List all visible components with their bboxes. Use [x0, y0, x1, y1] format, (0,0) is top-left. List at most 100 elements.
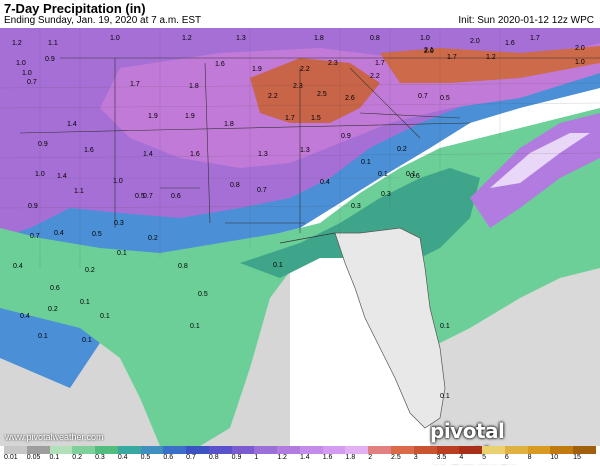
- init-time: Init: Sun 2020-01-12 12z WPC: [458, 15, 594, 26]
- legend-swatch: [95, 446, 118, 454]
- map-subtitle: Ending Sunday, Jan. 19, 2020 at 7 a.m. E…: [4, 15, 202, 26]
- precip-value-label: 1.0: [420, 35, 430, 42]
- precip-value-label: 0.6: [410, 173, 420, 180]
- precip-value-label: 1.7: [447, 54, 457, 61]
- legend-tick-label: 1: [254, 454, 259, 461]
- precip-value-label: 2.2: [370, 73, 380, 80]
- legend-swatch: [459, 446, 483, 454]
- atlantic-streak-core: [490, 133, 590, 188]
- precip-value-label: 0.3: [351, 203, 361, 210]
- precip-value-label: 0.7: [418, 93, 428, 100]
- precip-value-label: 1.0: [113, 178, 123, 185]
- precip-value-label: 1.3: [236, 35, 246, 42]
- precip-value-label: 2.3: [328, 60, 338, 67]
- precip-value-label: 1.8: [224, 121, 234, 128]
- precip-value-label: 0.9: [341, 133, 351, 140]
- florida-peninsula: [334, 227, 446, 429]
- precip-value-label: 0.9: [45, 56, 55, 63]
- precip-value-label: 1.1: [74, 188, 84, 195]
- precip-value-label: 1.7: [285, 115, 295, 122]
- precip-value-label: 1.2: [182, 35, 192, 42]
- legend-swatch: [117, 446, 141, 454]
- precip-value-label: 0.1: [406, 171, 416, 178]
- precip-value-label: 1.7: [130, 81, 140, 88]
- legend-swatch: [345, 446, 369, 454]
- legend-tick-label: 1.6: [322, 454, 333, 461]
- precip-value-label: 0.5: [92, 231, 102, 238]
- legend-swatch: [527, 446, 551, 454]
- legend-swatch: [277, 446, 300, 454]
- legend-tick-label: 2: [368, 454, 373, 461]
- header: 7-Day Precipitation (in) Ending Sunday, …: [0, 0, 600, 28]
- precip-value-label: 0.1: [80, 299, 90, 306]
- legend-swatch: [186, 446, 209, 454]
- precip-red-band: [380, 46, 600, 83]
- legend-swatch: [26, 446, 50, 454]
- precip-value-label: 1.4: [57, 173, 67, 180]
- precip-value-label: 0.4: [13, 263, 23, 270]
- legend-tick-label: 0.6: [163, 454, 174, 461]
- legend-swatch: [368, 446, 392, 454]
- precip-value-label: 2.0: [575, 45, 585, 52]
- legend-tick-label: 15: [573, 454, 581, 461]
- precip-value-label: 0.7: [27, 79, 37, 86]
- precip-value-label: 0.1: [440, 393, 450, 400]
- precip-value-label: 2.0: [424, 48, 434, 55]
- precip-value-label: 0.7: [30, 233, 40, 240]
- legend-tick-label: 1.2: [277, 454, 287, 461]
- precip-value-label: 0.6: [50, 285, 60, 292]
- precip-value-label: 0.4: [20, 313, 30, 320]
- legend-tick-label: 0.2: [72, 454, 83, 461]
- legend-swatch: [163, 446, 187, 454]
- precip-value-labels: 1.2 1.11.00.90.71.01.0 1.2 1.3 1.8 0.8 1.02.02…: [12, 35, 585, 400]
- precip-value-label: 1.6: [215, 61, 225, 68]
- precip-value-label: 1.6: [84, 147, 94, 154]
- legend-swatch: [231, 446, 255, 454]
- precip-value-label: 1.0: [35, 171, 45, 178]
- precip-value-label: 1.2: [486, 54, 496, 61]
- legend-swatch: [72, 446, 96, 454]
- legend-tick-label: 0.8: [208, 454, 219, 461]
- precip-value-label: 0.5: [198, 291, 208, 298]
- legend-swatch: [254, 446, 278, 454]
- precip-value-label: 0.7: [257, 187, 267, 194]
- precip-value-label: 1.7: [530, 35, 540, 42]
- precipitation-map: 1.2 1.1 1.0 0.9 0.7 1.0 1.0 1.2 1.3 1.8 0.8 1.0 2.0 2…: [0, 28, 600, 446]
- precip-value-label: 0.2: [148, 235, 158, 242]
- legend-tick-label: 10: [550, 454, 559, 461]
- legend-tick-label: 0.05: [26, 454, 41, 461]
- precip-value-label: 0.1: [38, 333, 48, 340]
- legend-tick-label: 0.3: [95, 454, 105, 461]
- legend-swatch: [573, 446, 596, 454]
- precip-value-label: 0.8: [370, 35, 380, 42]
- precip-value-label: 0.7: [143, 193, 153, 200]
- precip-value-label: 0.6: [171, 193, 181, 200]
- precip-value-label: 0.2: [85, 267, 95, 274]
- precip-value-label: 0.8: [230, 182, 240, 189]
- precip-red-core: [250, 58, 380, 123]
- legend-tick-label: 0.4: [117, 454, 128, 461]
- precip-value-label: 0.9: [28, 203, 38, 210]
- precip-value-label: 2.3: [293, 83, 303, 90]
- precip-value-label: 1.3: [258, 151, 268, 158]
- legend-swatch: [436, 446, 460, 454]
- precip-value-label: 1.8: [314, 35, 324, 42]
- legend-swatch: [413, 446, 437, 454]
- legend-tick-label: 5: [482, 454, 486, 461]
- legend-swatch: [391, 446, 414, 454]
- legend-tick-label: 1.4: [299, 454, 310, 461]
- precip-value-label: 0.1: [82, 337, 92, 344]
- precip-value-label: 1.4: [143, 151, 153, 158]
- precip-value-label: 0.1: [378, 171, 388, 178]
- legend: 0.01 0.05 0.1 0.2 0.3 0.4 0.5 0.6 0.7 0.8 0.9 1 1.2 1…: [0, 446, 600, 464]
- precip-value-label: 0.8: [178, 263, 188, 270]
- precip-value-label: 0.2: [48, 306, 58, 313]
- precip-value-label: 0.1: [117, 250, 127, 257]
- precip-value-label: 0.1: [273, 262, 283, 269]
- precip-value-label: 1.5: [311, 115, 321, 122]
- precip-value-label: 1.4: [67, 121, 77, 128]
- legend-swatch: [482, 446, 505, 454]
- precip-value-label: 0.3: [381, 191, 391, 198]
- precip-value-label: 2.1: [424, 47, 434, 54]
- legend-ticks: 0.01 0.05 0.1 0.2 0.3 0.4 0.5 0.6 0.7 0.8 0.9 1 1.2 1…: [4, 454, 596, 464]
